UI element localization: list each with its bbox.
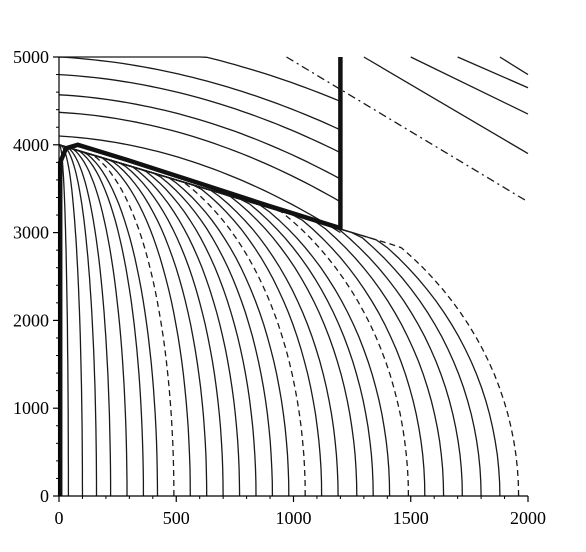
ticks: 0 500 1000 1500 2000 0 1000 2000 3000 4000 5000 [13,47,546,528]
y-tick-label: 1000 [13,398,49,418]
contour-line [58,73,341,154]
boundary-line [57,57,343,496]
contour-line [58,144,84,497]
y-tick-label: 3000 [13,223,49,243]
contour-line [58,144,191,497]
boundary-curve [57,57,343,496]
contour-line-dashed [286,56,529,203]
contour-line [59,56,341,102]
x-tick-label: 1500 [393,508,429,528]
y-tick-label: 2000 [13,310,49,330]
contour-line [58,144,128,496]
y-tick-label: 4000 [13,135,49,155]
axes [58,57,528,497]
contour-line [58,111,341,203]
contour-line [58,144,175,497]
contour-line [58,56,341,131]
x-tick-label: 1000 [276,508,312,528]
y-tick-label: 5000 [13,47,49,67]
contour-line [58,144,374,497]
contour-line [58,144,159,497]
contour-line [457,56,529,89]
contour-line [58,144,520,497]
contour-line [410,56,529,115]
contour-line [58,144,145,496]
x-tick-label: 0 [55,508,64,528]
contour-line [58,135,341,234]
contour-line [58,144,339,497]
y-tick-label: 0 [40,486,49,506]
contour-line [58,144,410,497]
contour-line [58,144,306,497]
contour-line [58,144,358,497]
contour-line [499,56,529,76]
contour-line [58,94,341,180]
x-tick-label: 2000 [510,508,546,528]
contour-lines [58,56,529,497]
contour-line [58,144,112,496]
x-tick-label: 500 [163,508,190,528]
contour-line [58,144,98,496]
contour-line [363,56,529,155]
contour-line [58,144,224,497]
contour-line [58,144,241,497]
